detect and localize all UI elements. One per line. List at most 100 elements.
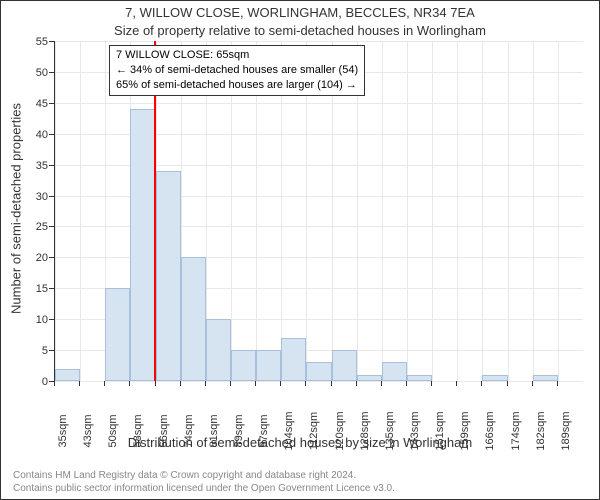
gridline-v [558,41,559,381]
gridline-v [457,41,458,381]
y-tick-label: 20 [18,252,48,264]
y-tick [49,257,54,258]
y-tick-label: 10 [18,314,48,326]
x-tick [532,381,533,386]
gridline-v [55,41,56,381]
histogram-bar [231,350,256,381]
gridline-h [55,381,583,382]
gridline-v [533,41,534,381]
histogram-bar [533,375,558,381]
gridline-h [55,103,583,104]
x-tick [557,381,558,386]
histogram-bar [306,362,331,381]
x-tick [155,381,156,386]
x-tick [456,381,457,386]
x-tick [356,381,357,386]
y-tick [49,103,54,104]
y-tick-label: 0 [18,376,48,388]
gridline-v [80,41,81,381]
histogram-bar [256,350,281,381]
y-tick-label: 15 [18,283,48,295]
info-line-2: ← 34% of semi-detached houses are smalle… [116,63,358,78]
x-tick-label: 112sqm [308,412,320,450]
x-tick [205,381,206,386]
x-tick-label: 182sqm [535,411,547,450]
x-tick [54,381,55,386]
x-tick-label: 128sqm [359,411,371,450]
y-tick [49,226,54,227]
y-tick [49,350,54,351]
x-tick [507,381,508,386]
gridline-v [407,41,408,381]
y-tick [49,319,54,320]
gridline-v [508,41,509,381]
y-tick-label: 35 [18,160,48,172]
x-tick [79,381,80,386]
x-tick-label: 58sqm [132,414,144,447]
y-tick-label: 55 [18,36,48,48]
x-tick [280,381,281,386]
gridline-h [55,41,583,42]
gridline-v [482,41,483,381]
x-tick-label: 159sqm [459,411,471,450]
x-tick-label: 43sqm [82,414,94,447]
x-tick-label: 151sqm [434,411,446,450]
footnote: Contains HM Land Registry data © Crown c… [13,469,395,495]
x-tick [381,381,382,386]
histogram-bar [156,171,181,381]
histogram-bar [281,338,306,381]
x-tick-label: 189sqm [560,411,572,450]
gridline-v [432,41,433,381]
x-tick-label: 120sqm [334,411,346,450]
y-tick-label: 50 [18,67,48,79]
y-tick-label: 5 [18,345,48,357]
x-tick-label: 81sqm [208,414,220,447]
x-tick [129,381,130,386]
histogram-bar [55,369,80,381]
histogram-bar [130,109,155,381]
footnote-line-1: Contains HM Land Registry data © Crown c… [13,469,395,482]
x-tick-label: 174sqm [510,411,522,450]
histogram-bar [407,375,432,381]
histogram-bar [105,288,130,381]
info-line-1: 7 WILLOW CLOSE: 65sqm [116,48,358,63]
x-tick [180,381,181,386]
x-tick [481,381,482,386]
x-tick-label: 74sqm [183,414,195,447]
histogram-bar [332,350,357,381]
footnote-line-2: Contains public sector information licen… [13,482,395,495]
histogram-bar [206,319,231,381]
y-tick [49,72,54,73]
y-tick [49,288,54,289]
x-tick [305,381,306,386]
histogram-bar [181,257,206,381]
histogram-bar [357,375,382,381]
info-line-3: 65% of semi-detached houses are larger (… [116,78,358,93]
x-tick-label: 35sqm [57,414,69,447]
info-box: 7 WILLOW CLOSE: 65sqm ← 34% of semi-deta… [109,45,365,96]
x-tick-label: 66sqm [158,414,170,447]
y-tick [49,134,54,135]
x-tick-label: 97sqm [258,414,270,447]
x-tick [331,381,332,386]
x-tick [431,381,432,386]
chart-title-sub: Size of property relative to semi-detach… [1,23,599,38]
x-tick [104,381,105,386]
y-tick-label: 40 [18,129,48,141]
y-tick-label: 25 [18,221,48,233]
x-tick [255,381,256,386]
x-tick-label: 50sqm [107,414,119,447]
y-tick-label: 45 [18,98,48,110]
x-tick-label: 89sqm [233,414,245,447]
x-tick-label: 104sqm [283,411,295,450]
histogram-bar [482,375,507,381]
y-tick [49,196,54,197]
x-tick-label: 135sqm [384,411,396,450]
x-tick [230,381,231,386]
x-tick-label: 166sqm [484,411,496,450]
y-tick [49,41,54,42]
chart-title-main: 7, WILLOW CLOSE, WORLINGHAM, BECCLES, NR… [1,5,599,20]
gridline-v [382,41,383,381]
x-tick-label: 143sqm [409,411,421,450]
histogram-bar [382,362,407,381]
